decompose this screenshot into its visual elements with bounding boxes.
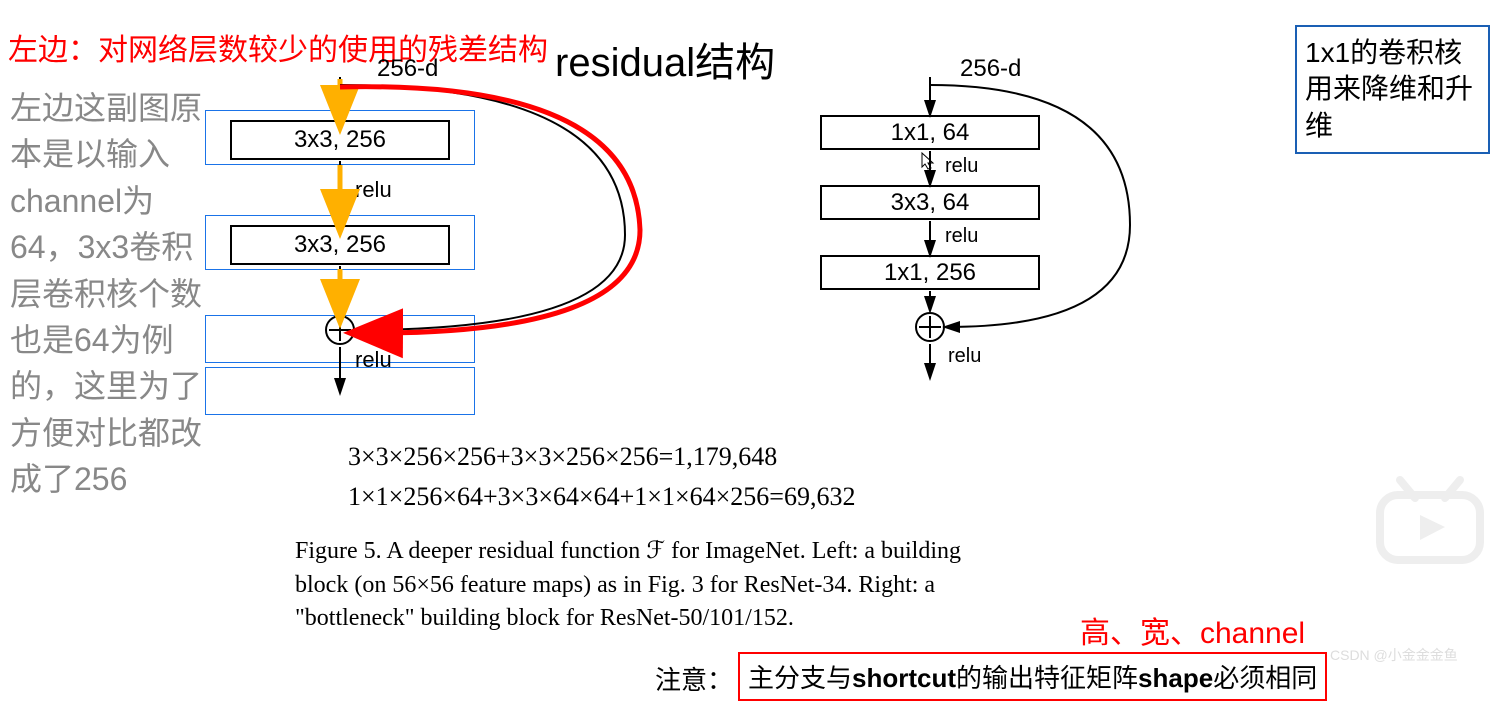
note-text: 主分支与shortcut的输出特征矩阵shape必须相同 — [748, 663, 1317, 693]
annotation-bottom-red: 高、宽、channel — [1080, 608, 1305, 652]
annotation-right-blue-box: 1x1的卷积核用来降维和升维 — [1295, 25, 1490, 154]
formula-1: 3×3×256×256+3×3×256×256=1,179,648 — [348, 442, 777, 472]
right-arrows-svg — [800, 55, 1140, 395]
annotation-left-gray: 左边这副图原本是以输入channel为64，3x3卷积层卷积核个数也是64为例的… — [10, 85, 210, 503]
note-prefix: 注意： — [655, 660, 733, 697]
watermark: CSDN @小金金金鱼 — [1330, 645, 1458, 665]
note-red-box: 主分支与shortcut的输出特征矩阵shape必须相同 — [738, 652, 1327, 701]
formula-2: 1×1×256×64+3×3×64×64+1×1×64×256=69,632 — [348, 482, 855, 512]
left-diagram: 256-d 3x3, 256 relu 3x3, 256 relu — [205, 55, 505, 415]
bilibili-play-icon — [1370, 470, 1490, 570]
right-diagram: 256-d 1x1, 64 relu 3x3, 64 relu 1x1, 256… — [800, 55, 1140, 415]
figure-caption: Figure 5. A deeper residual function ℱ f… — [295, 535, 995, 636]
left-arrows-svg — [205, 55, 665, 415]
